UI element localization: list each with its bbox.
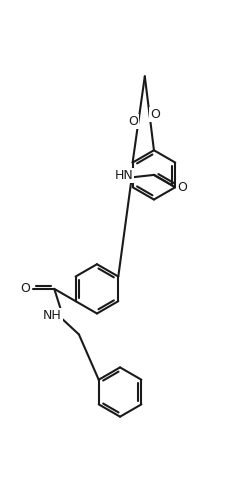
Text: NH: NH xyxy=(43,309,62,322)
Text: O: O xyxy=(21,282,31,296)
Text: O: O xyxy=(177,181,187,194)
Text: O: O xyxy=(150,108,160,121)
Text: HN: HN xyxy=(115,169,134,182)
Text: O: O xyxy=(128,115,138,128)
